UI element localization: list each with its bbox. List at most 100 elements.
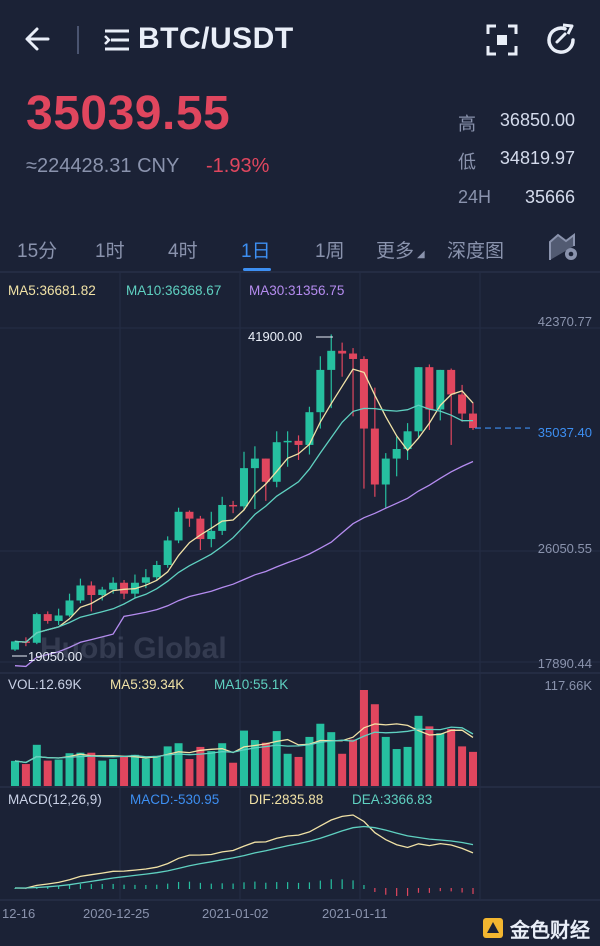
vol-ma10-label: MA10:55.1K — [214, 677, 289, 692]
candle-body — [250, 458, 259, 469]
volume-bar — [392, 749, 401, 786]
volume-bar — [130, 754, 139, 786]
refresh-icon[interactable] — [543, 22, 579, 58]
caret-down-icon: ◢ — [417, 249, 425, 260]
candle-body — [349, 353, 358, 359]
candle-body — [163, 540, 172, 565]
volume-bar — [141, 758, 150, 786]
candle-body — [414, 367, 423, 432]
volume-bar — [87, 752, 96, 786]
volume-bar — [152, 755, 161, 786]
vol-ma5-label: MA5:39.34K — [110, 677, 185, 692]
price-change: -1.93% — [206, 155, 270, 177]
back-arrow-icon[interactable] — [22, 22, 56, 56]
volume-bar — [174, 743, 183, 786]
low-label: 低 — [458, 152, 476, 172]
candle-body — [65, 600, 74, 616]
candle-body — [283, 440, 292, 443]
candle-body — [294, 440, 303, 445]
candle-body — [207, 530, 216, 540]
volume-bar — [305, 736, 314, 786]
volume-bar — [250, 740, 259, 786]
candle-body — [218, 504, 227, 531]
tab-15m[interactable]: 15分 — [17, 241, 58, 262]
volume-bar — [436, 733, 445, 786]
brand-badge: 金色财经 — [482, 914, 590, 942]
volume-bar — [43, 760, 52, 786]
candle-body — [436, 369, 445, 410]
candle-body — [305, 412, 314, 445]
candle-body — [109, 582, 118, 590]
tab-4h[interactable]: 4时 — [168, 241, 198, 262]
candle-body — [327, 350, 336, 370]
volume-bar — [316, 723, 325, 786]
tab-more[interactable]: 更多 ◢ — [376, 236, 425, 263]
candle-body — [338, 350, 347, 354]
high-marker: 41900.00 — [248, 329, 303, 344]
candle-body — [32, 614, 41, 643]
dif-line — [14, 814, 474, 889]
pair-title[interactable]: BTC/USDT — [138, 22, 294, 55]
candle-body — [381, 458, 390, 485]
candle-body — [120, 582, 129, 594]
brand-logo-icon — [483, 918, 503, 938]
volume-bar — [54, 759, 63, 786]
volume-bar — [229, 762, 238, 786]
macd-value: MACD:-530.95 — [130, 792, 220, 807]
candle-body — [272, 442, 281, 482]
volume-bar — [294, 756, 303, 786]
volume-bar — [403, 746, 412, 786]
volume-bar — [76, 752, 85, 786]
watermark: Huobi Global — [40, 632, 227, 665]
tab-1h[interactable]: 1时 — [95, 241, 125, 262]
tab-depth[interactable]: 深度图 — [447, 241, 505, 262]
scan-icon[interactable] — [486, 24, 518, 56]
price-axis-top: 42370.77 — [537, 314, 592, 329]
ma5-label: MA5:36681.82 — [8, 283, 96, 298]
candle-body — [447, 369, 456, 395]
candle-body — [359, 358, 368, 429]
vol-axis-max: 117.66K — [544, 678, 592, 693]
volume-bar — [196, 746, 205, 786]
current-price-marker: 35037.40 — [537, 425, 592, 440]
volume-bar — [425, 726, 434, 786]
brand-name: 金色财经 — [510, 919, 590, 942]
volume-bar — [163, 746, 172, 786]
volume-bar — [338, 753, 347, 786]
candle-body — [174, 511, 183, 541]
volume-bar — [207, 751, 216, 786]
candle-body — [54, 615, 63, 621]
volume-bar — [381, 736, 390, 786]
tab-1w[interactable]: 1周 — [315, 241, 345, 262]
candle-body — [43, 614, 52, 621]
candle-body — [76, 585, 85, 601]
ma30-label: MA30:31356.75 — [249, 283, 345, 298]
kline-chart[interactable] — [0, 270, 600, 946]
volume-bar — [120, 756, 129, 786]
volume-bar — [370, 704, 379, 786]
macd-params: MACD(12,26,9) — [8, 792, 102, 807]
chart-settings-icon[interactable] — [548, 232, 580, 262]
candle-body — [316, 369, 325, 413]
low-marker: 19050.00 — [28, 649, 83, 664]
list-menu-icon[interactable] — [104, 28, 130, 52]
dea-line — [15, 825, 474, 889]
ma10-label: MA10:36368.67 — [126, 283, 222, 298]
low-value: 34819.97 — [499, 148, 575, 168]
volume-bar — [327, 732, 336, 786]
volume-bar — [349, 739, 358, 786]
candle-body — [403, 431, 412, 450]
volume-bar — [65, 753, 74, 786]
ma30-line — [14, 460, 474, 668]
candle-body — [11, 641, 19, 650]
dif-value: DIF:2835.88 — [249, 792, 324, 807]
candle-body — [152, 565, 161, 578]
vol-ma10-line — [14, 726, 474, 764]
top-bar: BTC/USDT — [0, 0, 600, 82]
vol24-value: 35666 — [524, 187, 575, 207]
volume-bar — [414, 715, 423, 786]
tab-1d[interactable]: 1日 — [241, 241, 271, 262]
date-label: 12-16 — [2, 906, 36, 921]
candle-body — [87, 585, 96, 596]
price-axis-mid: 26050.55 — [537, 541, 592, 556]
